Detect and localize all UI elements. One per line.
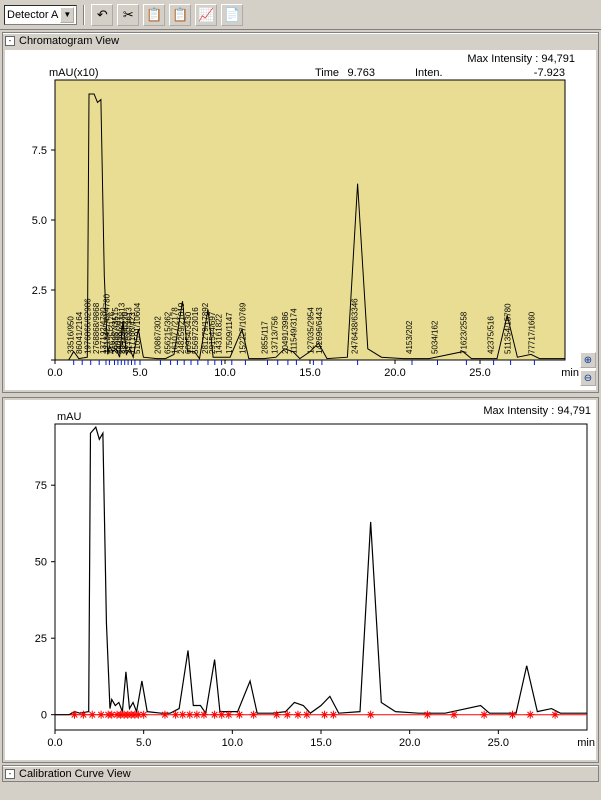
top-toolbar: Detector A ▼ ↶ ✂ 📋 📋 📈 📄: [0, 0, 601, 30]
svg-text:Max Intensity : 94,791: Max Intensity : 94,791: [467, 53, 575, 65]
chromatogram-panel-header[interactable]: - Chromatogram View: [3, 33, 598, 48]
svg-text:10.0: 10.0: [222, 737, 243, 749]
chromatogram-panel: - Chromatogram View Max Intensity : 94,7…: [2, 32, 599, 393]
detector-combo[interactable]: Detector A ▼: [4, 5, 77, 25]
svg-text:17509/1147: 17509/1147: [225, 312, 234, 354]
svg-text:mAU(x10): mAU(x10): [49, 67, 99, 79]
svg-text:2.5: 2.5: [32, 285, 47, 297]
svg-text:15.0: 15.0: [310, 737, 331, 749]
paste-icon[interactable]: 📋: [169, 4, 191, 26]
svg-text:77717/1660: 77717/1660: [527, 311, 536, 354]
svg-text:Inten.: Inten.: [415, 67, 443, 79]
calibration-panel-title: Calibration Curve View: [19, 768, 131, 780]
svg-text:143161822: 143161822: [215, 313, 224, 354]
overlay-panel: Max Intensity : 94,791 mAU 0 25 50 75 0.0 5.0 10…: [2, 397, 599, 763]
svg-text:42375/516: 42375/516: [487, 316, 496, 354]
svg-text:4153/202: 4153/202: [405, 320, 414, 354]
collapse-icon[interactable]: -: [5, 36, 15, 46]
chromatogram-chart[interactable]: Max Intensity : 94,791 Time 9.763 Inten. -7.…: [5, 50, 596, 390]
svg-text:9.763: 9.763: [347, 67, 375, 79]
toolbar-separator: [83, 5, 85, 25]
svg-text:25: 25: [35, 633, 47, 645]
svg-text:20.0: 20.0: [384, 367, 405, 379]
svg-text:2855/117: 2855/117: [261, 321, 270, 354]
svg-text:0.0: 0.0: [47, 737, 62, 749]
svg-text:-7.923: -7.923: [534, 67, 565, 79]
svg-text:min: min: [561, 367, 579, 379]
svg-text:50: 50: [35, 557, 47, 569]
svg-text:Max Intensity : 94,791: Max Intensity : 94,791: [483, 405, 591, 417]
calibration-panel: - Calibration Curve View: [2, 765, 599, 782]
collapse-icon[interactable]: -: [5, 769, 15, 779]
svg-text:25.0: 25.0: [488, 737, 509, 749]
chart-icon[interactable]: 📈: [195, 4, 217, 26]
svg-text:556972/3016: 556972/3016: [191, 307, 200, 354]
svg-text:0: 0: [41, 710, 47, 722]
svg-text:5.0: 5.0: [132, 367, 147, 379]
chromatogram-panel-title: Chromatogram View: [19, 35, 119, 47]
svg-text:7.5: 7.5: [32, 145, 47, 157]
chart-side-tools: ⊕ ⊖: [580, 352, 596, 386]
svg-text:min: min: [577, 737, 595, 749]
svg-text:20867/302: 20867/302: [153, 316, 162, 354]
svg-text:5.0: 5.0: [32, 215, 47, 227]
svg-text:511354/15780: 511354/15780: [504, 303, 513, 354]
zoom-icon[interactable]: ⊕: [580, 352, 596, 368]
svg-text:15.0: 15.0: [299, 367, 320, 379]
svg-text:Time: Time: [315, 67, 339, 79]
chromatogram-svg: Max Intensity : 94,791 Time 9.763 Inten. -7.…: [5, 50, 585, 390]
svg-text:111549/3174: 111549/3174: [289, 308, 298, 354]
svg-text:25.0: 25.0: [469, 367, 490, 379]
svg-text:152227/10769: 152227/10769: [238, 302, 247, 354]
svg-text:142696/6443: 142696/6443: [315, 307, 324, 354]
chevron-down-icon[interactable]: ▼: [60, 7, 74, 23]
copy-icon[interactable]: 📋: [143, 4, 165, 26]
svg-text:71623/2558: 71623/2558: [459, 311, 468, 354]
svg-text:0.0: 0.0: [47, 367, 62, 379]
calibration-panel-header[interactable]: - Calibration Curve View: [3, 766, 598, 781]
cut-icon[interactable]: ✂: [117, 4, 139, 26]
zoom-out-icon[interactable]: ⊖: [580, 370, 596, 386]
overlay-svg: Max Intensity : 94,791 mAU 0 25 50 75 0.0 5.0 10…: [5, 400, 601, 760]
detector-combo-label: Detector A: [7, 9, 58, 21]
svg-text:13713/756: 13713/756: [271, 316, 280, 354]
svg-text:5034/162: 5034/162: [431, 320, 440, 354]
svg-text:10.0: 10.0: [214, 367, 235, 379]
svg-text:mAU: mAU: [57, 411, 82, 423]
svg-text:20.0: 20.0: [399, 737, 420, 749]
undo-icon[interactable]: ↶: [91, 4, 113, 26]
svg-text:5.0: 5.0: [136, 737, 151, 749]
report-icon[interactable]: 📄: [221, 4, 243, 26]
overlay-chart[interactable]: Max Intensity : 94,791 mAU 0 25 50 75 0.0 5.0 10…: [5, 400, 596, 760]
svg-text:2476438/63346: 2476438/63346: [351, 298, 360, 354]
svg-text:75: 75: [35, 480, 47, 492]
svg-text:510591/10604: 510591/10604: [133, 302, 142, 354]
